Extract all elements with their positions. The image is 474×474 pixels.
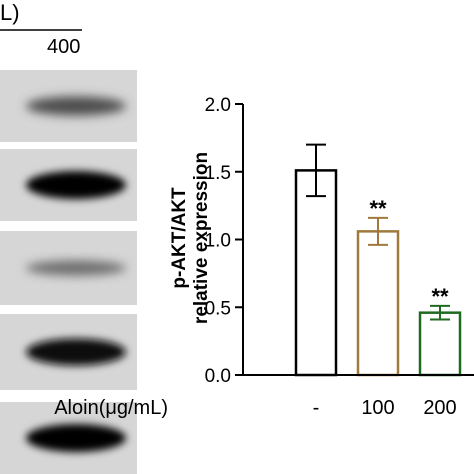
blot-band <box>26 338 126 366</box>
bar-chart: 0.0 0.5 1.0 1.5 2.0 p-AKT/AKT relative expre… <box>54 95 474 419</box>
blot-strip <box>0 149 137 221</box>
bar <box>294 169 338 377</box>
x-axis-label: Aloin(μg/mL) <box>54 397 168 419</box>
x-tick-label: 100 <box>361 397 394 419</box>
bar <box>418 311 462 377</box>
x-tick-label: 200 <box>423 397 456 419</box>
y-tick-label: 1.0 <box>205 231 231 252</box>
blot-strip <box>0 314 137 390</box>
y-axis-label-line2: relative expression <box>191 152 212 324</box>
bars: ** ** <box>294 143 462 377</box>
blot-band <box>26 171 126 199</box>
blot-band <box>26 260 126 276</box>
significance-marker: ** <box>369 196 387 221</box>
blot-band <box>26 424 126 452</box>
y-tick-label: 0.0 <box>205 366 231 387</box>
western-blot-panel: L) 400 <box>0 0 137 474</box>
y-tick-label: 0.5 <box>205 298 231 319</box>
bar <box>356 230 400 377</box>
blot-strip <box>0 231 137 305</box>
significance-marker: ** <box>431 284 449 309</box>
y-axis-label-line1: p-AKT/AKT <box>169 187 190 289</box>
y-axis: 0.0 0.5 1.0 1.5 2.0 <box>205 95 244 387</box>
y-tick-label: 2.0 <box>205 95 231 116</box>
blot-band <box>26 96 126 116</box>
blot-strip <box>0 70 137 142</box>
blot-header-fragment: L) <box>0 0 20 25</box>
blot-strip <box>0 402 137 474</box>
y-tick-label: 1.5 <box>205 163 231 184</box>
y-axis-label: p-AKT/AKT relative expression <box>169 152 212 324</box>
blot-lane-label: 400 <box>47 36 80 58</box>
x-axis: - 100 200 <box>243 374 474 419</box>
x-tick-label: - <box>313 397 320 419</box>
